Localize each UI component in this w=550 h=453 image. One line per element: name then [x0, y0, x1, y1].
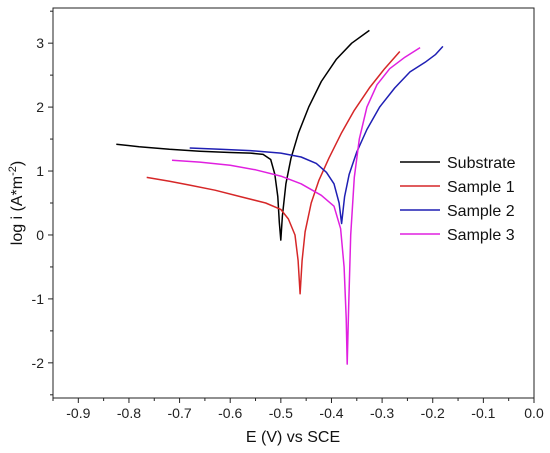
x-tick-label: -0.9: [66, 405, 90, 421]
legend-label: Sample 2: [447, 203, 515, 220]
x-tick-label: -0.6: [218, 405, 242, 421]
y-tick-label: 0: [36, 227, 44, 243]
legend-label: Sample 3: [447, 227, 515, 244]
x-tick-label: 0.0: [524, 405, 544, 421]
y-tick-label: -1: [32, 291, 45, 307]
y-axis-ticks: -2 -1 0 1 2 3: [32, 10, 53, 396]
y-tick-label: -2: [32, 355, 45, 371]
x-tick-label: -0.7: [168, 405, 192, 421]
y-axis-title-end: ): [9, 161, 26, 166]
y-tick-label: 2: [36, 99, 44, 115]
series-line-4: [171, 46, 421, 365]
y-tick-label: 3: [36, 35, 44, 51]
y-axis-title: log i (A*m-2): [7, 161, 26, 245]
legend-label: Sample 1: [447, 179, 515, 196]
x-axis-ticks: -0.9 -0.8 -0.7 -0.6 -0.5 -0.4 -0.3 -0.2 -0.1 0.0: [52, 398, 544, 421]
x-axis-title: E (V) vs SCE: [246, 429, 340, 446]
legend: Substrate Sample 1 Sample 2 Sample 3: [400, 155, 516, 244]
y-tick-label: 1: [36, 163, 44, 179]
series-line-3: [189, 45, 444, 225]
series-line-1: [116, 29, 370, 241]
x-tick-label: -0.3: [370, 405, 394, 421]
x-tick-label: -0.8: [117, 405, 141, 421]
x-tick-label: -0.2: [421, 405, 445, 421]
x-tick-label: -0.1: [471, 405, 495, 421]
series-lines: [116, 29, 444, 365]
series-line-2: [146, 51, 401, 295]
x-tick-label: -0.4: [319, 405, 343, 421]
y-axis-title-superscript: -2: [7, 166, 19, 176]
x-tick-label: -0.5: [269, 405, 293, 421]
y-axis-title-main: log i (A*m: [9, 176, 26, 245]
legend-label: Substrate: [447, 155, 516, 172]
